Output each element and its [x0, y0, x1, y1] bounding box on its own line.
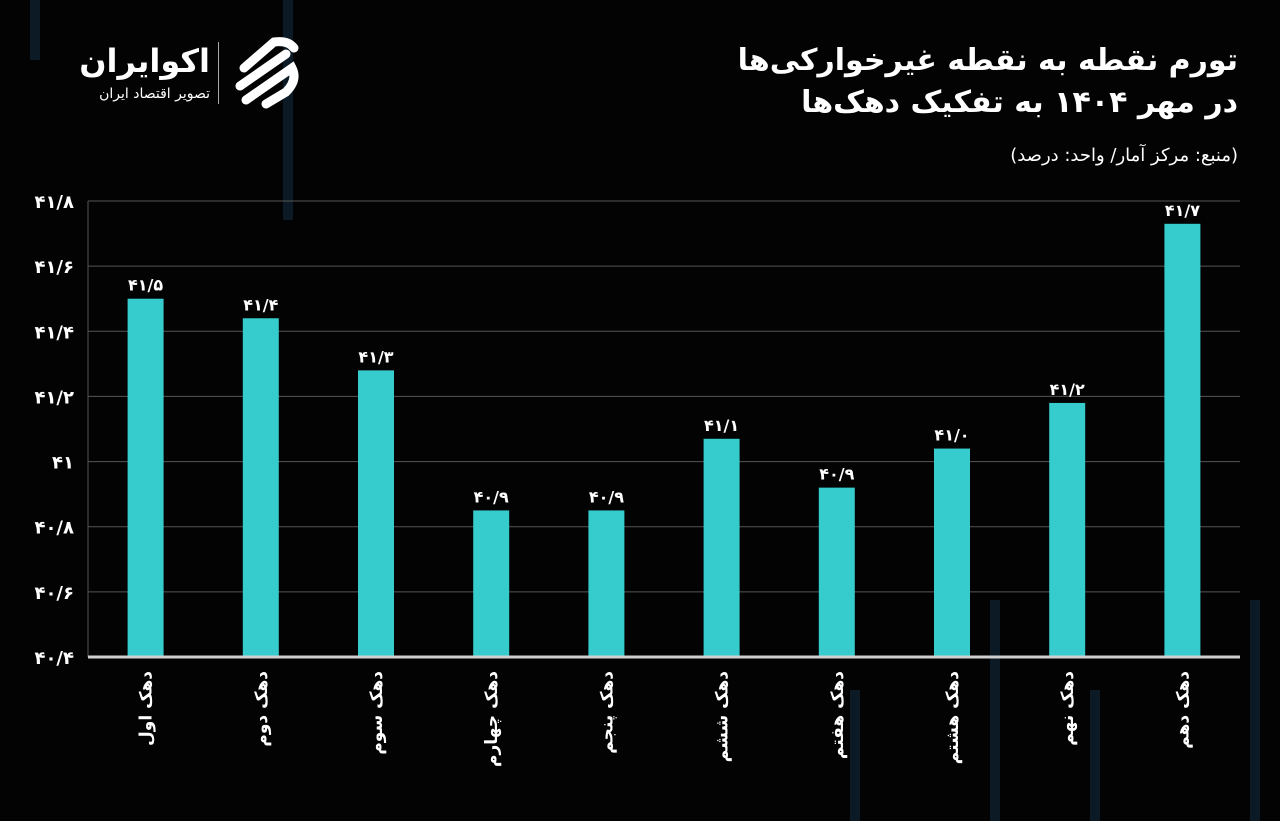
- data-label: ۴۱/۴: [243, 295, 278, 314]
- background-stripe: [990, 600, 1000, 821]
- bar: [358, 370, 394, 657]
- bar: [588, 510, 625, 657]
- y-tick-label: ۴۰/۴: [34, 648, 74, 669]
- data-label: ۴۱/۰: [934, 426, 969, 445]
- background-stripe: [283, 0, 293, 220]
- x-tick-label: دهک هشتم: [943, 671, 963, 764]
- bar: [703, 438, 740, 657]
- data-label: ۴۱/۱: [704, 416, 739, 435]
- data-label: ۴۱/۳: [358, 347, 393, 366]
- data-label: ۴۰/۹: [819, 465, 854, 484]
- logo-divider: [218, 42, 219, 104]
- x-tick-label: دهک دوم: [252, 671, 272, 747]
- data-label: ۴۰/۹: [589, 487, 624, 506]
- x-tick-label: دهک چهارم: [482, 671, 502, 767]
- bar: [473, 510, 510, 657]
- bar: [127, 298, 164, 657]
- data-label: ۴۱/۵: [128, 276, 163, 295]
- data-label: ۴۱/۷: [1165, 201, 1200, 220]
- title-line-2: در مهر ۱۴۰۴ به تفکیک دهک‌ها: [801, 85, 1238, 120]
- x-tick-label: دهک سوم: [367, 671, 387, 755]
- logo-name: اکوایران: [79, 42, 210, 80]
- y-tick-label: ۴۰/۸: [34, 518, 74, 539]
- background-stripe: [1090, 690, 1100, 821]
- y-tick-label: ۴۱/۲: [34, 387, 74, 408]
- x-tick-label: دهک پنجم: [597, 671, 617, 754]
- background-stripe: [1250, 600, 1260, 821]
- y-tick-label: ۴۱/۴: [34, 322, 74, 343]
- logo-mark-icon: [235, 37, 299, 109]
- background-stripe: [850, 690, 860, 821]
- data-label: ۴۱/۲: [1050, 380, 1085, 399]
- x-tick-label: دهک دهم: [1173, 671, 1193, 749]
- y-tick-label: ۴۱/۸: [34, 192, 74, 213]
- logo-tagline: تصویر اقتصاد ایران: [99, 86, 210, 102]
- y-tick-label: ۴۰/۶: [34, 583, 74, 604]
- y-tick-label: ۴۱: [52, 453, 74, 474]
- bar: [934, 448, 970, 657]
- y-tick-label: ۴۱/۶: [34, 257, 74, 278]
- data-label: ۴۰/۹: [474, 487, 509, 506]
- x-tick-label: دهک هفتم: [828, 671, 848, 759]
- title-line-1: تورم نقطه به نقطه غیرخوارکی‌ها: [737, 43, 1238, 78]
- background-stripe: [30, 0, 40, 60]
- source-note: (منبع: مرکز آمار/ واحد: درصد): [1010, 145, 1238, 166]
- bar: [242, 318, 279, 657]
- x-tick-label: دهک اول: [137, 671, 157, 746]
- chart-title: تورم نقطه به نقطه غیرخوارکی‌ها در مهر ۱۴…: [738, 40, 1238, 124]
- bar: [818, 487, 855, 657]
- bar: [1164, 223, 1201, 658]
- x-tick-label: دهک ششم: [713, 671, 733, 762]
- bar: [1049, 402, 1086, 657]
- x-tick-label: دهک نهم: [1058, 671, 1078, 746]
